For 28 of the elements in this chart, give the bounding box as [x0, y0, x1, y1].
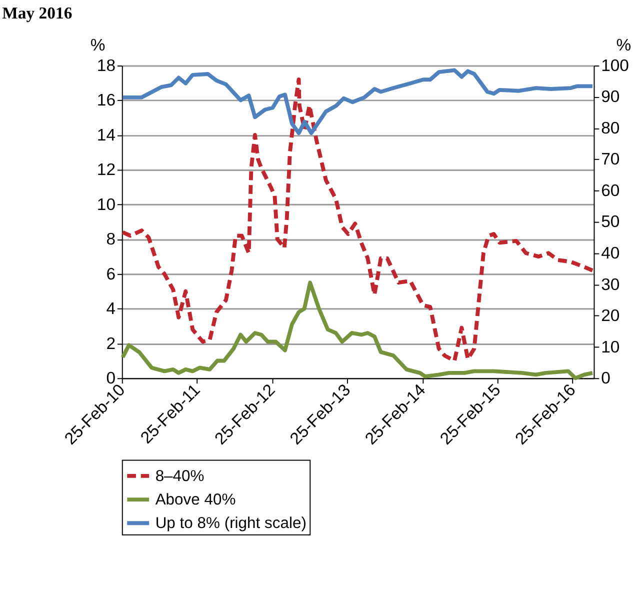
y2-tick-label: 90 [601, 87, 620, 106]
y2-tick-label: 60 [601, 180, 620, 200]
y2-tick-label: 30 [601, 274, 620, 294]
y-axis-title: % [90, 35, 106, 54]
y2-axis-title: % [616, 35, 632, 54]
y-tick-label: 2 [106, 334, 116, 353]
legend-label: Above 40% [155, 491, 236, 508]
y-tick-label: 14 [96, 125, 116, 144]
y2-tick-label: 70 [601, 150, 620, 169]
y-tick-label: 16 [96, 90, 116, 110]
y-tick-label: 8 [106, 230, 116, 249]
y2-tick-label: 40 [601, 244, 620, 262]
line-series [120, 68, 594, 136]
y2-tick-label: 50 [601, 212, 620, 232]
legend-label: Up to 8% (right scale) [155, 515, 306, 532]
y-tick-label: 18 [96, 56, 116, 75]
y2-tick-label: 0 [601, 368, 610, 388]
y-tick-label: 6 [106, 264, 116, 284]
y2-tick-label: 100 [601, 56, 629, 75]
y-tick-label: 4 [106, 299, 116, 318]
line-series [120, 77, 594, 363]
chart-title: May 2016 [2, 3, 72, 22]
y2-tick-label: 20 [601, 306, 620, 326]
y-tick-label: 12 [96, 160, 116, 180]
y2-tick-label: 10 [601, 337, 620, 356]
y2-tick-label: 80 [601, 118, 620, 138]
legend-label: 8–40% [155, 468, 204, 485]
y-tick-label: 10 [96, 194, 116, 214]
